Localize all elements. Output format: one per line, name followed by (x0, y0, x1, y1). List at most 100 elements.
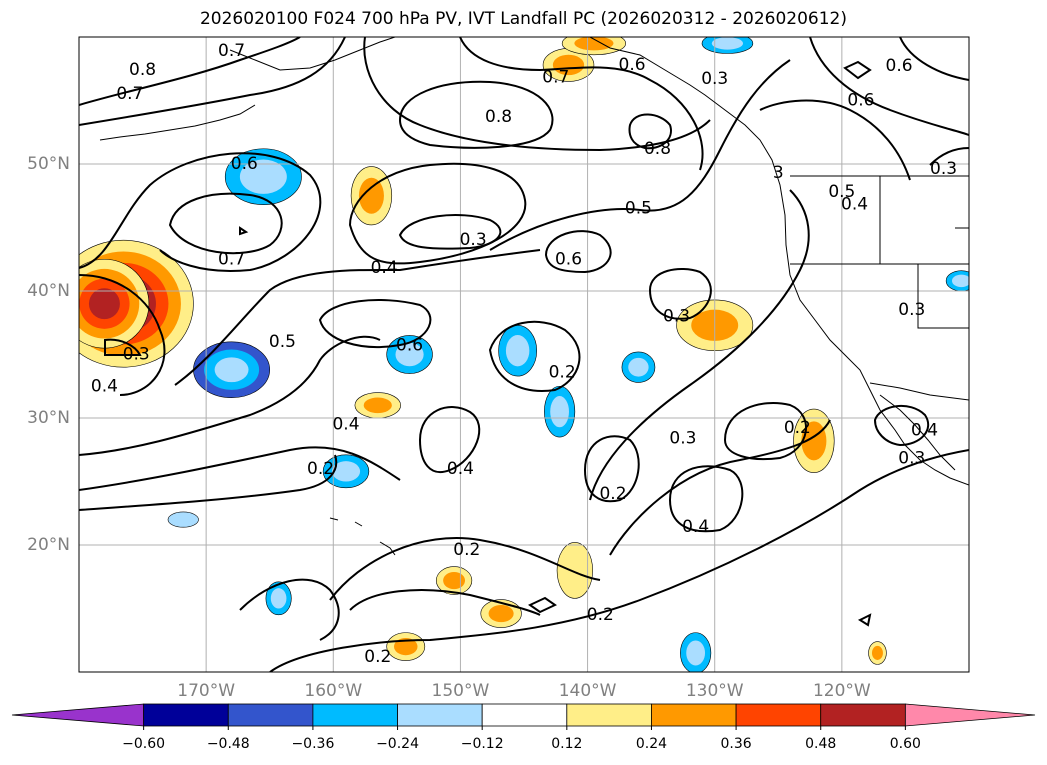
colorbar-tick-label: −0.60 (122, 736, 165, 752)
contour-label: 0.8 (129, 60, 156, 80)
hawaii-islands (329, 517, 396, 556)
colorbar-tick-label: −0.24 (376, 736, 419, 752)
pv-contour (398, 80, 554, 149)
ivt-shaded-region (331, 461, 361, 482)
ivt-region-outline (435, 566, 473, 595)
ivt-shaded-region (358, 177, 384, 214)
contour-label: 0.6 (619, 55, 646, 75)
contour-label: 0.2 (307, 459, 334, 479)
north-america-coastline (589, 37, 969, 486)
contour-label: 0.7 (542, 68, 569, 88)
contour-label: 0.2 (453, 540, 480, 560)
lon-tick-label: 150°W (432, 681, 490, 701)
pv-contour (79, 454, 338, 511)
pv-contour (857, 613, 872, 627)
pv-contour (239, 578, 340, 641)
contour-label: 0.6 (555, 249, 582, 269)
colorbar-cell (312, 703, 398, 727)
baja-california-coastline (879, 394, 956, 471)
contour-label: 0.4 (332, 414, 359, 434)
contour-label: 0.2 (784, 418, 811, 438)
ivt-region-outline (224, 148, 302, 205)
pv-contour (318, 299, 432, 349)
pv-contour (329, 537, 601, 601)
contour-label: 0.4 (911, 421, 938, 441)
pv-contour (348, 162, 527, 265)
contour-label: 3 (773, 163, 784, 183)
contour-label: 0.4 (371, 258, 398, 278)
pv-contour (459, 37, 704, 171)
ivt-shaded-region (951, 274, 969, 288)
colorbar-tick-label: 0.48 (805, 736, 836, 752)
map-plot-area: 0.70.80.70.60.70.50.30.40.40.60.40.2 0.40… (78, 36, 970, 673)
pv-contour (723, 402, 807, 461)
alaska-coastline (229, 37, 396, 71)
ivt-region-outline (167, 511, 199, 528)
colorbar-tick-label: 0.24 (636, 736, 667, 752)
contour-label: 0.7 (116, 84, 143, 104)
pv-contour (528, 596, 557, 614)
pv-contour (104, 338, 142, 356)
contour-label: 0.8 (485, 107, 512, 127)
ivt-region-outline (561, 37, 627, 56)
chart-title: 2026020100 F024 700 hPa PV, IVT Landfall… (199, 9, 847, 29)
ivt-region-outline (386, 632, 426, 661)
colorbar-tick-label: 0.60 (890, 736, 921, 752)
contour-label: 0.3 (930, 159, 957, 179)
ivt-region-outline (544, 385, 576, 438)
contour-label: 0.6 (231, 154, 258, 174)
colorbar-cell (481, 703, 568, 727)
lon-tick-label: 120°W (813, 681, 871, 701)
ivt-shaded-region (168, 511, 199, 528)
ivt-region-outline (556, 542, 593, 599)
colorbar-extend-high (904, 703, 1036, 727)
ivt-region-outline (701, 37, 754, 54)
axis-tick-labels: 20°N 30°N 40°N 50°N 170°W 160°W 150°W 140°W 130°… (27, 154, 871, 701)
colorbar-tick-label: −0.36 (291, 736, 334, 752)
colorbar-extend-low (11, 703, 145, 727)
pv-contour (843, 60, 872, 80)
ivt-shaded-region (363, 397, 392, 414)
contour-label: 0.5 (269, 332, 296, 352)
lat-tick-label: 40°N (27, 281, 70, 301)
pv-contour (79, 152, 322, 272)
us-interior-border (879, 176, 969, 329)
pv-contour (544, 230, 612, 274)
ivt-shaded-region (214, 357, 249, 383)
pv-contour (79, 37, 346, 126)
ivt-region-outline (793, 408, 835, 473)
colorbar-cell (735, 703, 822, 727)
contour-label: 0.2 (364, 647, 391, 667)
ivt-shaded-region (443, 571, 466, 590)
ivt-shaded-region (552, 54, 585, 76)
contour-label: 0.4 (841, 195, 868, 215)
colorbar-tick-label: 0.36 (721, 736, 752, 752)
ivt-shaded-region (628, 357, 649, 377)
colorbar-tick-label: −0.12 (461, 736, 504, 752)
colorbar-tick-label: −0.48 (207, 736, 250, 752)
pv-contours (79, 37, 969, 672)
lon-tick-label: 170°W (177, 681, 235, 701)
pv-contour (79, 274, 166, 396)
lat-tick-label: 20°N (27, 535, 70, 555)
colorbar-cell (651, 703, 737, 727)
ivt-region-outline (480, 599, 522, 628)
pv-contour (759, 99, 911, 181)
pv-contour (609, 419, 831, 556)
coastlines (99, 37, 969, 556)
lon-tick-label: 160°W (304, 681, 362, 701)
contour-label: 0.8 (644, 139, 671, 159)
plot-frame (78, 36, 970, 673)
colorbar-cell (397, 703, 483, 727)
colorbar-cells (11, 703, 1036, 727)
colorbar-ticks: −0.60 −0.48 −0.36 −0.24 −0.12 0.12 0.24 0.36 0.4… (122, 726, 921, 752)
ivt-shaded-region (711, 37, 744, 50)
ivt-region-outline (868, 641, 887, 665)
colorbar-cell (566, 703, 652, 727)
lat-tick-label: 30°N (27, 408, 70, 428)
ivt-region-outline (621, 351, 656, 383)
lon-tick-label: 130°W (686, 681, 744, 701)
gridlines (79, 37, 969, 672)
ivt-shaded-region (395, 342, 424, 367)
